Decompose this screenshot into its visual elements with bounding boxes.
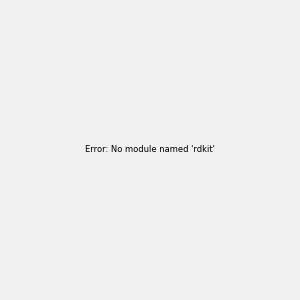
Text: Error: No module named 'rdkit': Error: No module named 'rdkit': [85, 146, 215, 154]
